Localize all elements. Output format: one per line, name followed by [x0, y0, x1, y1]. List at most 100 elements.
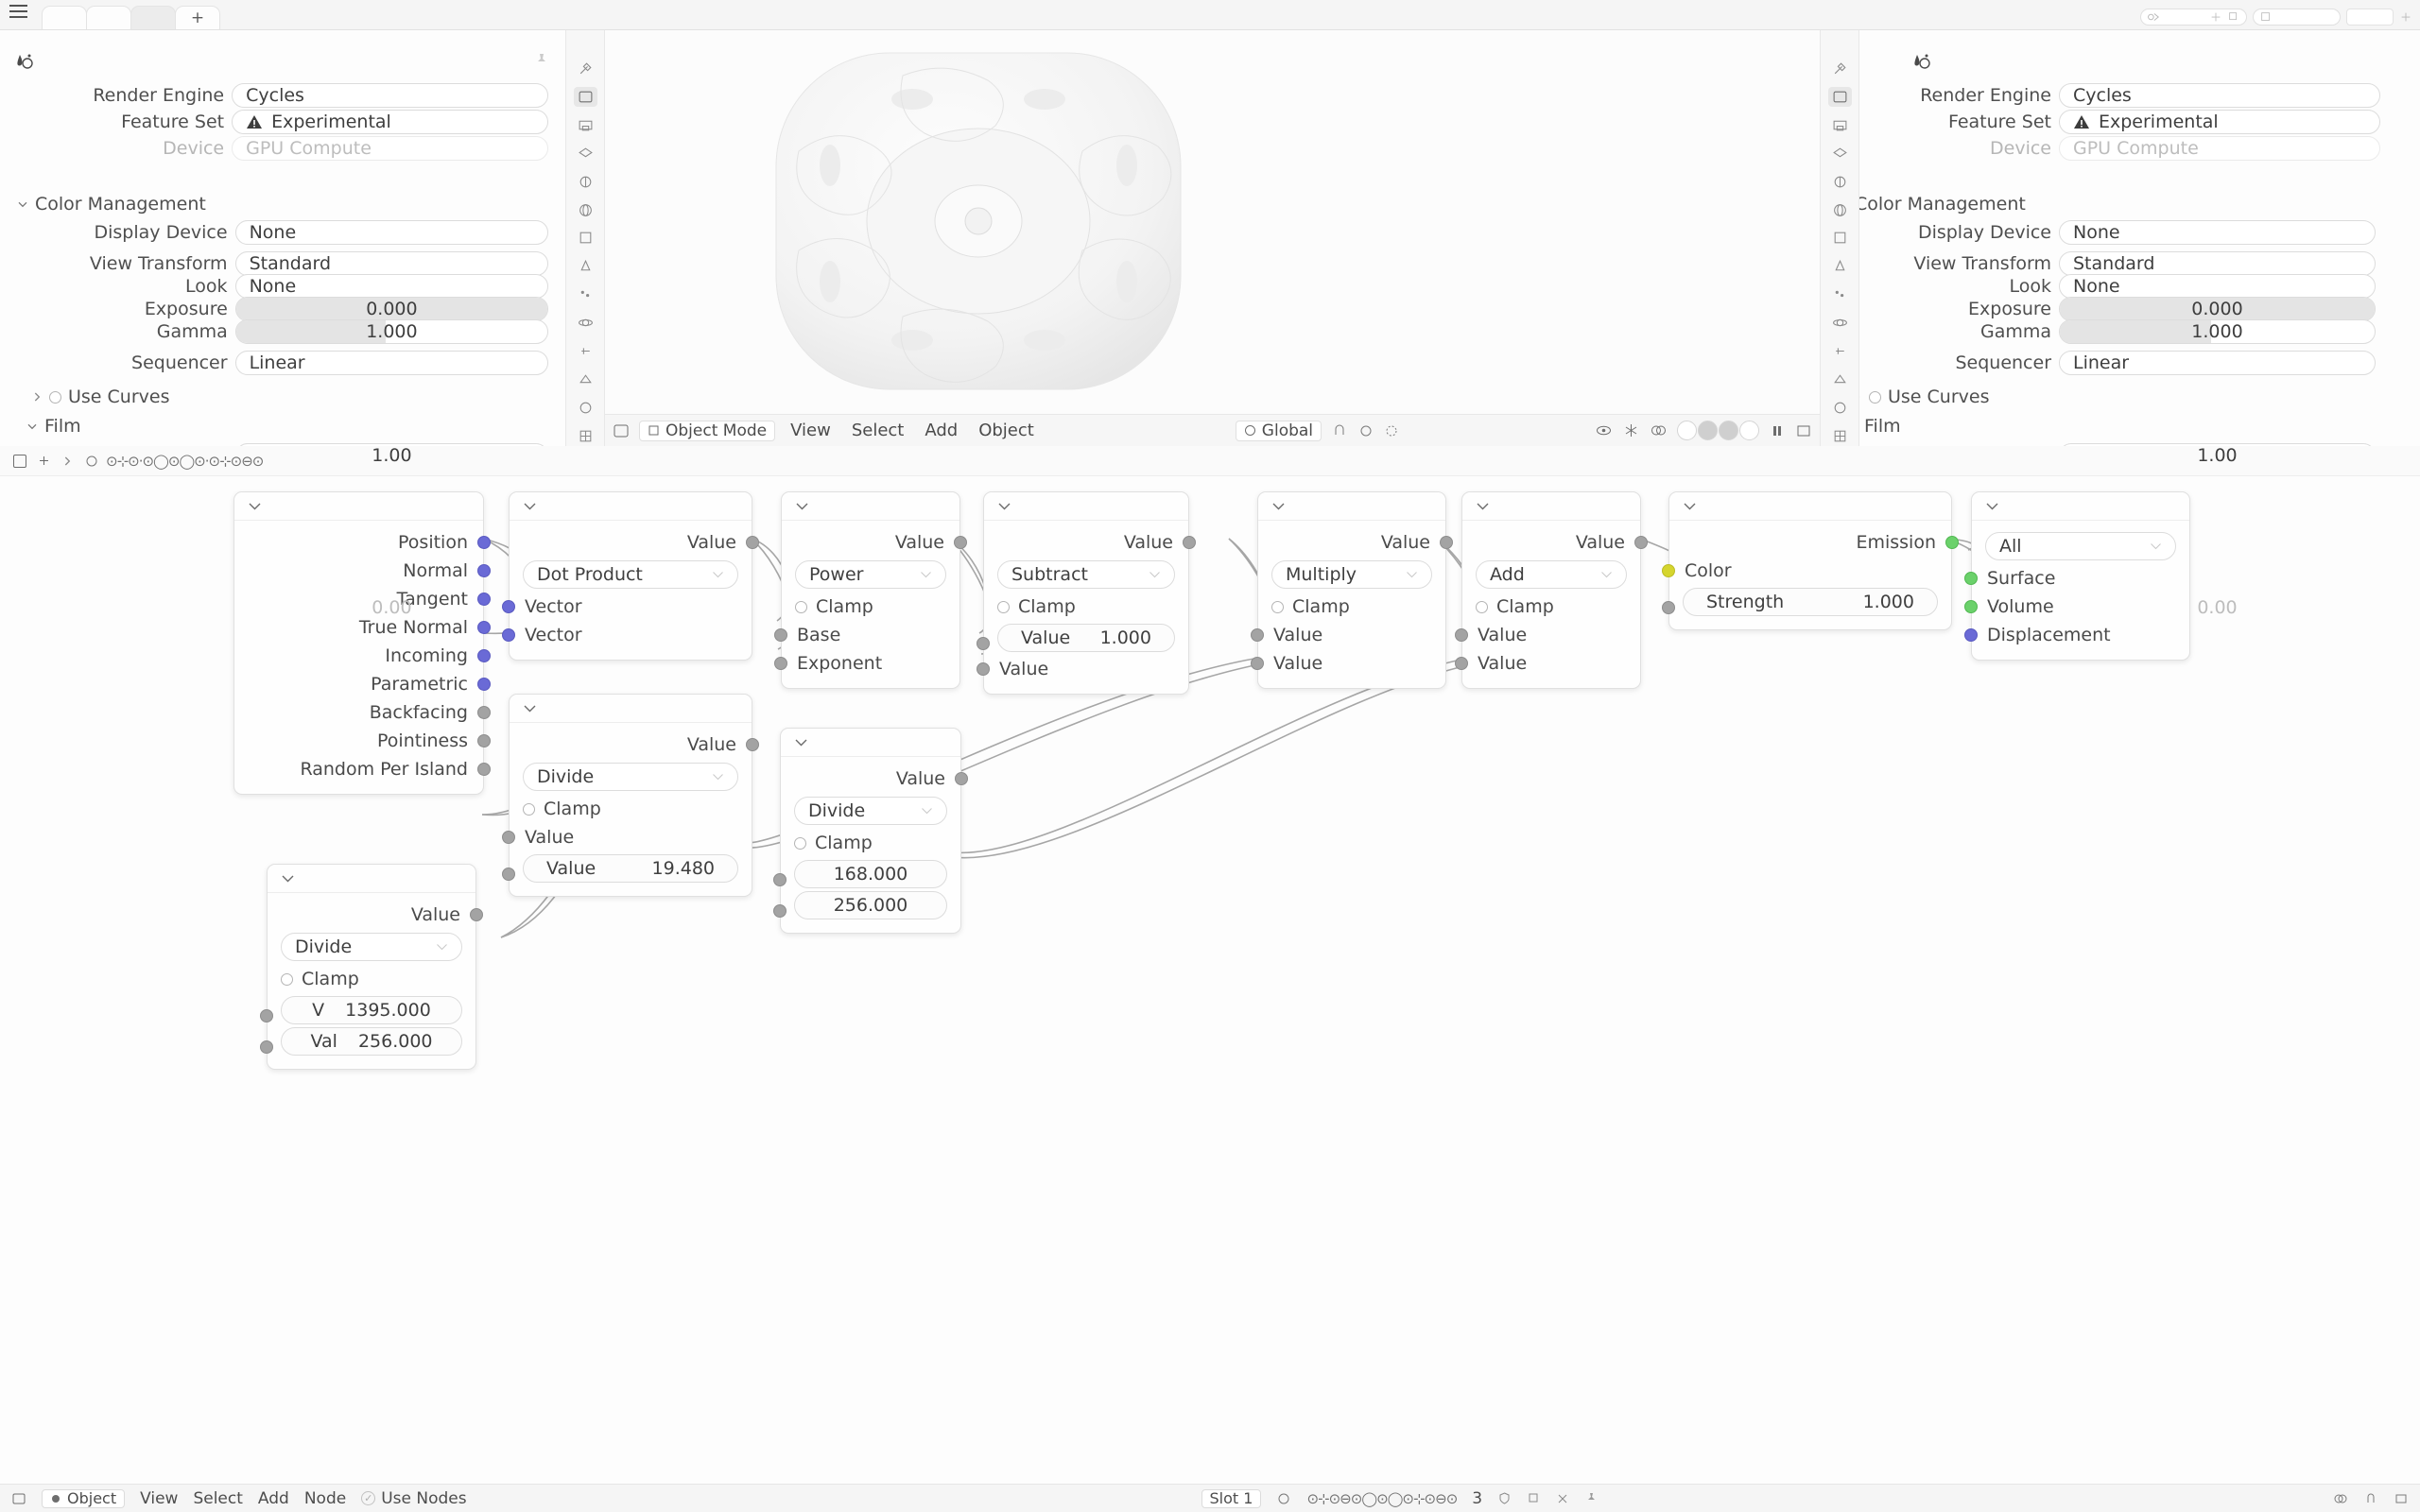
viewport-menu-add[interactable]: Add: [925, 421, 959, 440]
collapse-chevron-icon[interactable]: [248, 502, 262, 510]
node-input-row[interactable]: Surface: [1964, 564, 2189, 593]
clamp-toggle[interactable]: Clamp: [510, 795, 752, 823]
color-management-section[interactable]: Color Management: [17, 194, 206, 215]
clamp-checkbox[interactable]: [1476, 600, 1488, 613]
collapse-chevron-icon[interactable]: [795, 502, 809, 510]
pin-icon[interactable]: [534, 52, 549, 67]
clamp-checkbox[interactable]: [997, 600, 1010, 613]
collapse-chevron-icon[interactable]: [1683, 502, 1697, 510]
socket-value-2[interactable]: [1251, 657, 1264, 670]
value-field-1[interactable]: 168.000: [794, 860, 947, 888]
main-menu-icon[interactable]: [0, 0, 36, 29]
socket-value-out[interactable]: [1183, 536, 1196, 549]
socket-value-2[interactable]: [773, 904, 786, 918]
operation-dropdown[interactable]: Divide: [523, 763, 738, 791]
clamp-toggle[interactable]: Clamp: [781, 829, 960, 857]
add-viewlayer-icon[interactable]: [2399, 10, 2412, 24]
clamp-toggle[interactable]: Clamp: [984, 593, 1188, 621]
workspace-tab-3[interactable]: [130, 6, 176, 29]
node-math-add[interactable]: Value Add Clamp Value Value: [1455, 491, 1648, 689]
socket-vector-2[interactable]: [502, 628, 515, 642]
node-output-row[interactable]: Value: [510, 730, 759, 759]
node-output-row[interactable]: Value: [1462, 528, 1648, 557]
object-tab-icon[interactable]: [574, 229, 597, 249]
node-header[interactable]: [1669, 492, 1951, 521]
node-math-divide-c[interactable]: Value Divide Clamp V 1395.000 Val 256.000: [260, 864, 483, 1070]
node-header[interactable]: [1972, 492, 2189, 521]
socket-value-1[interactable]: [502, 831, 515, 844]
node-math-divide-b[interactable]: Value Divide Clamp 168.000 256.000: [773, 728, 968, 934]
clamp-checkbox[interactable]: [795, 600, 807, 613]
collapse-chevron-icon[interactable]: [997, 502, 1011, 510]
socket-value-2[interactable]: [260, 1040, 273, 1054]
node-input-row[interactable]: Volume: [1964, 593, 2189, 621]
use-nodes-toggle[interactable]: ✓ Use Nodes: [361, 1489, 467, 1508]
value-input-field[interactable]: Value 1.000: [997, 624, 1175, 652]
value-field-1[interactable]: V 1395.000: [281, 996, 462, 1024]
look-dropdown[interactable]: None: [234, 274, 548, 299]
render-tab-icon-r[interactable]: [1827, 86, 1852, 107]
viewport-menu-select[interactable]: Select: [851, 421, 905, 440]
node-editor-type-icon[interactable]: [13, 454, 26, 468]
snap-magnet-icon[interactable]: [1331, 422, 1348, 439]
node-header[interactable]: [781, 729, 960, 757]
editor-type-icon-bottom[interactable]: [11, 1491, 26, 1506]
texture-tab-icon[interactable]: [574, 426, 597, 446]
data-tab-icon-r[interactable]: [1828, 369, 1852, 389]
socket-value-out[interactable]: [955, 772, 968, 785]
display-device-dropdown[interactable]: None: [234, 220, 548, 245]
node-output-row[interactable]: Value: [268, 901, 483, 929]
clamp-checkbox[interactable]: [523, 802, 535, 816]
socket-exponent[interactable]: [774, 657, 787, 670]
operation-dropdown[interactable]: Subtract: [997, 560, 1175, 589]
node-output-row[interactable]: True Normal: [234, 613, 491, 642]
render-tab-icon[interactable]: [573, 86, 597, 107]
node-output-row[interactable]: Pointiness: [234, 727, 491, 755]
use-curves-toggle[interactable]: Use Curves: [31, 387, 170, 407]
physics-tab-icon-r[interactable]: [1828, 313, 1852, 333]
node-vector-math-dot-product[interactable]: Value Dot Product Vector Vector: [502, 491, 759, 661]
socket-displacement[interactable]: [1964, 628, 1978, 642]
node-input-row[interactable]: Value: [1455, 621, 1640, 649]
snap-target-icon[interactable]: [1357, 422, 1374, 439]
output-tab-icon-r[interactable]: [1828, 115, 1852, 135]
scene-selector[interactable]: [2140, 9, 2247, 26]
socket-value-1[interactable]: [260, 1009, 273, 1022]
collapse-chevron-icon[interactable]: [1985, 502, 1999, 510]
node-output-row[interactable]: Value: [984, 528, 1196, 557]
exposure-slider-r[interactable]: 0.000: [2059, 297, 2376, 321]
film-exposure-slider-r[interactable]: 1.00: [2059, 443, 2376, 468]
gamma-slider-r[interactable]: 1.000: [2059, 319, 2376, 344]
use-curves-checkbox-r[interactable]: [1869, 390, 1881, 404]
status-menu-view[interactable]: View: [140, 1488, 179, 1508]
render-engine-dropdown[interactable]: Cycles: [232, 83, 548, 108]
material-tab-icon[interactable]: [574, 398, 597, 418]
collapse-chevron-icon[interactable]: [1476, 502, 1490, 510]
node-emission[interactable]: Emission Color Strength 1.000: [1662, 491, 1959, 630]
node-output-row[interactable]: Tangent: [234, 585, 491, 613]
viewlayer-tab-icon-r[interactable]: [1828, 144, 1852, 163]
socket-vector-1[interactable]: [502, 600, 515, 613]
node-header[interactable]: [510, 492, 752, 521]
copy-scene-icon[interactable]: [2227, 10, 2240, 24]
socket-surface[interactable]: [1964, 572, 1978, 585]
sequencer-dropdown-r[interactable]: Linear: [2059, 351, 2376, 375]
collapse-chevron-icon[interactable]: [523, 502, 537, 510]
shading-rendered-button[interactable]: [1739, 421, 1759, 440]
scene-tab-icon[interactable]: [574, 172, 597, 192]
color-management-section-r[interactable]: Color Management: [1837, 194, 2026, 215]
shader-node-editor[interactable]: ⊙⊹⊙·⊙◯⊙◯⊙·⊙⊹⊙⊖⊙: [0, 446, 2420, 1486]
socket-random-per-island[interactable]: [477, 763, 491, 776]
node-input-row[interactable]: Vector: [502, 621, 752, 649]
socket-strength[interactable]: [1662, 601, 1675, 614]
node-math-subtract[interactable]: Value Subtract Clamp Value 1.000 Value: [977, 491, 1196, 695]
use-nodes-checkbox[interactable]: ✓: [361, 1491, 376, 1505]
node-math-divide-a[interactable]: Value Divide Clamp Value Value 19.480: [502, 694, 759, 897]
viewport-menu-object[interactable]: Object: [978, 421, 1034, 440]
output-tab-icon[interactable]: [574, 115, 597, 135]
workspace-tab-1[interactable]: [42, 6, 87, 29]
viewlayer-name-field[interactable]: [2346, 9, 2394, 26]
exposure-slider[interactable]: 0.000: [234, 297, 548, 321]
socket-incoming[interactable]: [477, 649, 491, 662]
value-input-field[interactable]: Value 19.480: [523, 854, 738, 883]
